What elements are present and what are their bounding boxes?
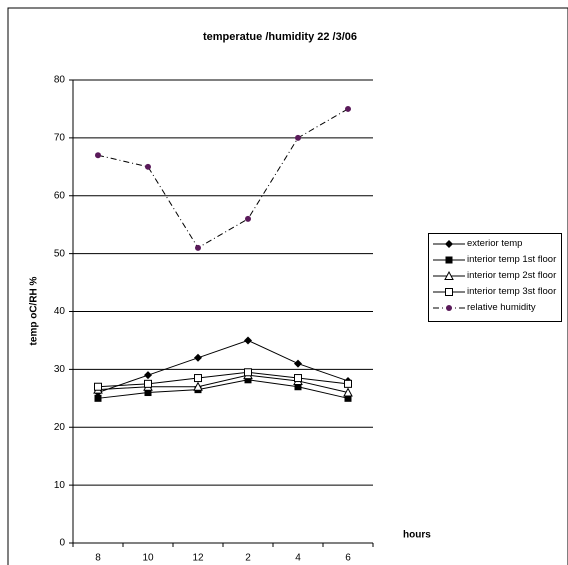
y-axis-title: temp oC/RH % (29, 276, 40, 345)
marker (244, 336, 252, 345)
marker (193, 381, 203, 391)
marker (295, 134, 301, 141)
y-tick-label: 30 (54, 364, 66, 375)
legend-swatch (433, 288, 465, 296)
marker (94, 382, 102, 391)
marker (144, 379, 152, 388)
marker (294, 374, 302, 383)
legend-label: interior temp 3st floor (467, 286, 557, 297)
x-axis-title: hours (403, 530, 431, 541)
marker (445, 288, 453, 296)
legend-swatch (433, 256, 465, 264)
legend: exterior temp interior temp 1st floor inte… (428, 233, 562, 322)
legend-entry: exterior temp (431, 238, 559, 250)
marker (344, 379, 352, 388)
x-tick-label: 10 (142, 553, 154, 564)
marker (194, 374, 202, 383)
marker (444, 270, 454, 280)
marker (345, 105, 351, 112)
marker (445, 256, 453, 264)
marker (145, 163, 151, 170)
x-tick-label: 6 (345, 553, 351, 564)
legend-label: relative humidity (467, 302, 536, 313)
marker (144, 371, 152, 380)
marker (245, 215, 251, 222)
legend-swatch (433, 240, 465, 248)
legend-entry: relative humidity (431, 302, 559, 314)
y-tick-label: 50 (54, 248, 66, 259)
y-tick-label: 40 (54, 306, 66, 317)
chart-border (7, 7, 568, 565)
chart-title: temperatue /humidity 22 /3/06 (203, 31, 357, 43)
y-tick-label: 10 (54, 480, 66, 491)
marker (244, 368, 252, 377)
marker (343, 387, 353, 397)
series-line (97, 374, 349, 394)
y-tick-label: 20 (54, 422, 66, 433)
x-tick-label: 2 (245, 553, 251, 564)
series-line (97, 379, 349, 399)
legend-swatch (433, 270, 465, 280)
x-tick-label: 4 (295, 553, 301, 564)
series-line (97, 371, 349, 388)
legend-label: interior temp 2st floor (467, 270, 557, 281)
marker (194, 353, 202, 362)
legend-swatch (433, 305, 465, 311)
marker (344, 394, 352, 402)
marker (195, 244, 201, 251)
marker (294, 383, 302, 391)
marker (445, 240, 453, 248)
marker (94, 394, 102, 402)
marker (446, 305, 452, 311)
marker (244, 376, 252, 384)
x-tick-label: 8 (95, 553, 101, 564)
legend-entry: interior temp 3st floor (431, 286, 559, 298)
x-tick-label: 12 (192, 553, 204, 564)
legend-label: exterior temp (467, 238, 523, 249)
y-tick-label: 70 (54, 133, 66, 144)
marker (95, 152, 101, 159)
legend-label: interior temp 1st floor (467, 254, 557, 265)
y-tick-label: 80 (54, 75, 66, 86)
marker (294, 359, 302, 368)
legend-entry: interior temp 1st floor (431, 254, 559, 266)
marker (144, 389, 152, 397)
y-tick-label: 60 (54, 190, 66, 201)
y-tick-label: 0 (59, 538, 65, 549)
legend-entry: interior temp 2st floor (431, 270, 559, 282)
series-line (97, 108, 349, 249)
series-line (97, 339, 349, 393)
